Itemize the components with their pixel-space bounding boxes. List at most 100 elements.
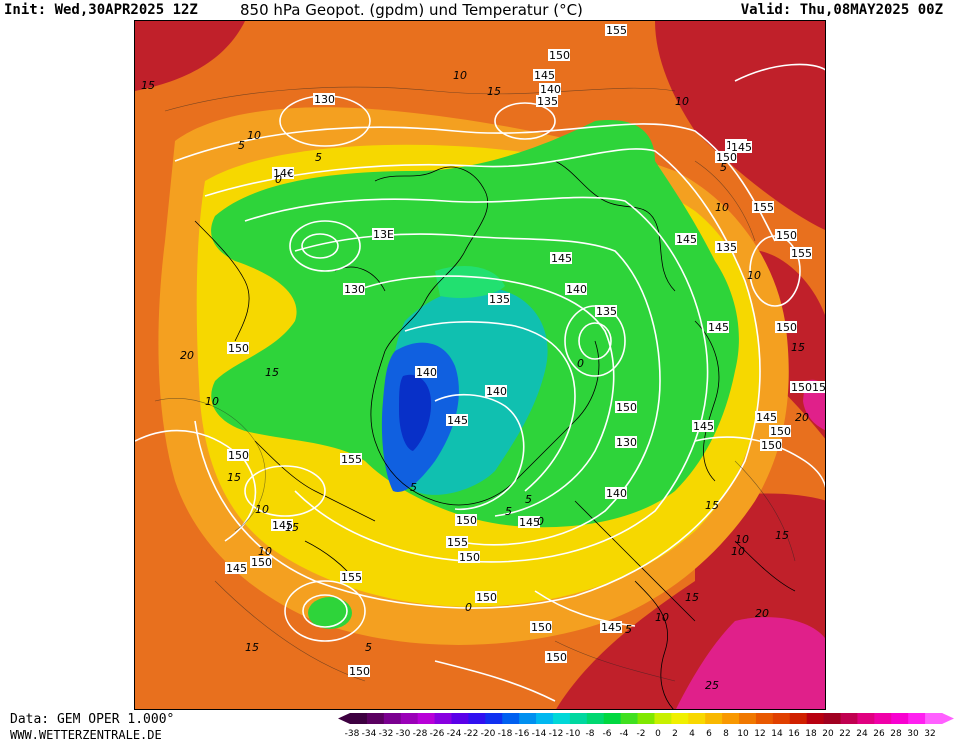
svg-text:145: 145: [708, 321, 729, 334]
hot-region-se: [676, 617, 825, 709]
temperature-label: 10: [747, 269, 761, 282]
contour-label: 130: [615, 436, 637, 449]
legend-tick-label: -6: [603, 729, 612, 739]
legend-swatch: [586, 713, 605, 724]
legend-tick-label: -16: [515, 729, 530, 739]
svg-text:135: 135: [596, 305, 617, 318]
contour-label: 150: [790, 381, 812, 394]
svg-text:155: 155: [753, 201, 774, 214]
contour-label: 145: [533, 69, 555, 82]
temperature-label: 15: [775, 529, 789, 542]
legend-tick-label: -28: [413, 729, 428, 739]
temperature-label: 15: [705, 499, 719, 512]
temperature-label: 5: [625, 623, 632, 636]
legend-tick-label: -30: [396, 729, 411, 739]
temperature-label: 10: [675, 95, 689, 108]
contour-label: 155: [340, 571, 362, 584]
legend-swatch: [603, 713, 622, 724]
temperature-label: 10: [731, 545, 745, 558]
svg-text:135: 135: [489, 293, 510, 306]
svg-text:130: 130: [314, 93, 335, 106]
svg-text:145: 145: [693, 420, 714, 433]
temperature-isolines: [154, 86, 796, 682]
contour-labels: 15515014514013513014€13E1301351451551501…: [225, 24, 826, 678]
svg-text:150: 150: [228, 342, 249, 355]
svg-text:155: 155: [791, 247, 812, 260]
contour-label: 150: [227, 449, 249, 462]
temperature-label: 15: [141, 79, 155, 92]
contour-label: 14€: [272, 167, 294, 180]
legend-tick-label: 10: [737, 729, 749, 739]
valid-time-label: Valid: Thu,08MAY2025 00Z: [740, 2, 943, 18]
contour-label: 140: [415, 366, 437, 379]
contour-label: 140: [605, 487, 627, 500]
svg-text:155: 155: [447, 536, 468, 549]
contour-label: 145: [730, 141, 752, 154]
legend-swatch: [552, 713, 571, 724]
svg-text:135: 135: [716, 241, 737, 254]
svg-text:145: 145: [551, 252, 572, 265]
svg-text:150: 150: [251, 556, 272, 569]
svg-text:155: 155: [341, 571, 362, 584]
contour-label: 145: [755, 411, 777, 424]
legend-tick-label: -26: [430, 729, 445, 739]
contour-label: 13E: [372, 228, 394, 241]
svg-text:155: 155: [341, 453, 362, 466]
contour-label: 150: [760, 439, 782, 452]
svg-text:130: 130: [616, 436, 637, 449]
legend-tick-label: 0: [655, 729, 661, 739]
svg-text:130: 130: [344, 283, 365, 296]
svg-text:150: 150: [716, 151, 737, 164]
svg-text:13E: 13E: [373, 228, 394, 241]
svg-text:150: 150: [770, 425, 791, 438]
contour-label: 150: [715, 151, 737, 164]
legend-tick-label: 16: [788, 729, 800, 739]
svg-text:150: 150: [791, 381, 812, 394]
contour-label: 155: [605, 24, 627, 37]
svg-text:150: 150: [812, 381, 826, 394]
legend-swatch: [417, 713, 436, 724]
svg-text:140: 140: [416, 366, 437, 379]
legend-tick-label: 14: [771, 729, 783, 739]
contour-label: 130: [313, 93, 335, 106]
legend-swatch: [789, 713, 808, 724]
contour-label: 140: [485, 385, 507, 398]
header-bar: Init: Wed,30APR2025 12Z 850 hPa Geopot. …: [0, 0, 959, 20]
contour-label: 150: [548, 49, 570, 62]
contour-label: 150: [455, 514, 477, 527]
legend-tick-label: -10: [566, 729, 581, 739]
svg-text:150: 150: [549, 49, 570, 62]
contour-label: 150: [545, 651, 567, 664]
temperature-label: 20: [180, 349, 194, 362]
svg-text:150: 150: [761, 439, 782, 452]
legend-tick-label: 28: [890, 729, 902, 739]
temperature-label: 5: [365, 641, 372, 654]
svg-text:150: 150: [776, 229, 797, 242]
temperature-label: 10: [715, 201, 729, 214]
contour-label: 150: [227, 342, 249, 355]
legend-swatch: [823, 713, 842, 724]
svg-text:145: 145: [272, 519, 293, 532]
svg-text:140: 140: [566, 283, 587, 296]
legend-tick-label: -12: [549, 729, 564, 739]
svg-text:150: 150: [459, 551, 480, 564]
temperature-label: 5: [410, 481, 417, 494]
temperature-label: 20: [795, 411, 809, 424]
contour-label: 135: [488, 293, 510, 306]
svg-text:155: 155: [606, 24, 627, 37]
contour-label: 145: [518, 516, 540, 529]
legend-tick-label: -14: [532, 729, 547, 739]
svg-text:150: 150: [776, 321, 797, 334]
contour-label: 145: [271, 519, 293, 532]
contour-label: 145: [550, 252, 572, 265]
legend-left-arrow-icon: [338, 713, 350, 724]
svg-text:145: 145: [731, 141, 752, 154]
temperature-label: 10: [453, 69, 467, 82]
contour-label: 150: [775, 321, 797, 334]
contour-label: 155: [790, 247, 812, 260]
legend-swatch: [840, 713, 858, 724]
contour-label: 145: [692, 420, 714, 433]
weather-map[interactable]: 15515014514013513014€13E1301351451551501…: [134, 20, 826, 710]
legend-swatch: [468, 713, 486, 724]
legend-swatch: [434, 713, 452, 724]
